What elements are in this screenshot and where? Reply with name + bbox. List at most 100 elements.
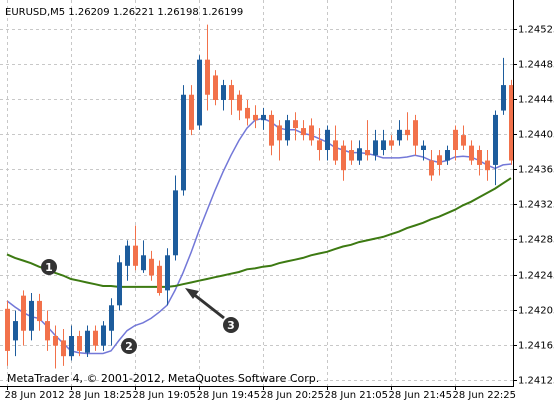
candle-body xyxy=(381,140,386,151)
candle-body xyxy=(269,114,274,146)
candle-body xyxy=(45,321,50,341)
candle-body xyxy=(469,145,474,161)
candle-body xyxy=(149,258,154,276)
moving-averages xyxy=(6,117,512,355)
candle-body xyxy=(29,300,34,331)
candle-body xyxy=(125,245,130,266)
candle-body xyxy=(237,94,242,111)
candle-body xyxy=(181,94,186,191)
candle-body xyxy=(69,335,74,357)
candle-body xyxy=(133,245,138,266)
candle-body xyxy=(245,107,250,119)
candle-body xyxy=(421,145,426,151)
candle-body xyxy=(197,59,202,126)
x-tick-label: 28 Jun 21:05 xyxy=(325,390,389,401)
candle-body xyxy=(365,150,370,156)
annotation-label: 1 xyxy=(45,261,53,274)
candle-body xyxy=(461,135,466,146)
x-tick-label: 28 Jun 21:45 xyxy=(389,390,453,401)
chart-title: EURUSD,M5 1.26209 1.26221 1.26198 1.2619… xyxy=(5,7,243,18)
candle-body xyxy=(85,330,90,353)
grid xyxy=(0,0,513,386)
candle-body xyxy=(493,114,498,165)
footer: MetaTrader 4, © 2001-2012, MetaQuotes So… xyxy=(7,372,319,385)
candle-body xyxy=(429,160,434,176)
candle-body xyxy=(413,120,418,146)
y-tick-label: 1.24125 xyxy=(518,376,554,387)
y-tick-label: 1.24365 xyxy=(518,165,554,176)
moving-average-line xyxy=(6,177,512,288)
annotation-marker xyxy=(41,259,57,275)
candle-body xyxy=(221,85,226,101)
candle-body xyxy=(37,300,42,322)
candle-body xyxy=(165,255,170,291)
x-tick-label: 28 Jun 19:45 xyxy=(197,390,261,401)
axis-labels: 1.24125 1.24165 1.24205 1.24245 1.24285 1.243… xyxy=(5,25,554,402)
candle-body xyxy=(501,85,506,111)
x-tick-label: 28 Jun 18:25 xyxy=(69,390,133,401)
candle-body xyxy=(277,125,282,141)
candle-body xyxy=(453,129,458,151)
candle-body xyxy=(405,129,410,136)
x-tick-label: 28 Jun 2012 xyxy=(5,390,65,401)
candle-body xyxy=(101,325,106,346)
annotation-marker xyxy=(223,317,239,333)
y-tick-label: 1.24285 xyxy=(518,235,554,246)
candle-body xyxy=(157,265,162,294)
y-tick-label: 1.24485 xyxy=(518,60,554,71)
candle-body xyxy=(397,129,402,141)
candle-body xyxy=(189,94,194,130)
candle-body xyxy=(61,340,66,357)
candle-body xyxy=(485,160,490,171)
y-tick-label: 1.24165 xyxy=(518,341,554,352)
y-tick-label: 1.24245 xyxy=(518,271,554,282)
candle-body xyxy=(293,120,298,129)
y-tick-label: 1.24525 xyxy=(518,25,554,36)
x-tick-label: 28 Jun 22:25 xyxy=(453,390,517,401)
candle-body xyxy=(509,85,514,161)
candle-body xyxy=(93,330,98,346)
candle-body xyxy=(21,295,26,331)
candle-body xyxy=(77,335,82,351)
y-tick-label: 1.24405 xyxy=(518,130,554,141)
candle-body xyxy=(53,335,58,346)
candle-body xyxy=(349,150,354,161)
candle-body xyxy=(253,114,258,121)
y-tick-label: 1.24205 xyxy=(518,306,554,317)
candle-body xyxy=(373,140,378,156)
candle-body xyxy=(445,150,450,161)
candle-body xyxy=(325,129,330,151)
candle-body xyxy=(301,128,306,136)
candle-body xyxy=(5,308,10,351)
candle-body xyxy=(341,145,346,171)
candle-body xyxy=(317,140,322,151)
candle-body xyxy=(477,150,482,165)
candle-body xyxy=(109,305,114,331)
candle-body xyxy=(117,262,122,306)
candle-body xyxy=(333,140,338,161)
candle-body xyxy=(13,321,18,341)
candle-body xyxy=(213,75,218,101)
candle-body xyxy=(229,85,234,101)
annotations: 1 2 3 xyxy=(41,259,239,354)
candle-body xyxy=(205,59,210,95)
candles xyxy=(5,24,514,369)
candle-body xyxy=(285,120,290,141)
arrow xyxy=(191,291,225,320)
annotation-label: 2 xyxy=(125,340,133,353)
moving-average-line xyxy=(6,117,512,355)
arrow-head xyxy=(185,288,199,299)
y-tick-label: 1.24325 xyxy=(518,200,554,211)
annotation-marker xyxy=(121,338,137,354)
y-tick-label: 1.24445 xyxy=(518,95,554,106)
annotation-label: 3 xyxy=(227,319,235,332)
candle-body xyxy=(173,190,178,256)
x-tick-label: 28 Jun 19:05 xyxy=(133,390,197,401)
x-tick-label: 28 Jun 20:25 xyxy=(261,390,325,401)
candle-body xyxy=(141,255,146,271)
candle-body xyxy=(309,125,314,141)
candle-body xyxy=(437,155,442,165)
candle-body xyxy=(261,114,266,121)
